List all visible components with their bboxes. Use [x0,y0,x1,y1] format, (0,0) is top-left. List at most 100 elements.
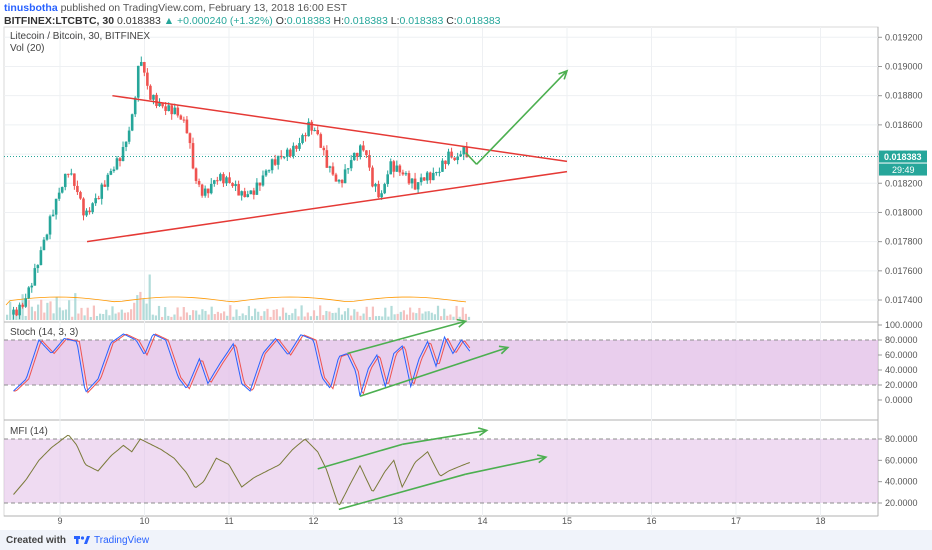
candle-body [182,119,186,121]
candle-body [337,179,341,182]
volume-pane-title: Vol (20) [10,43,45,54]
volume-bar [359,315,362,320]
candle-body [188,133,192,144]
volume-bar [384,307,387,320]
volume-bar [368,316,371,320]
candle-body [425,172,429,181]
volume-bar [111,306,114,320]
candle-body [252,190,256,195]
volume-bar [192,310,195,320]
x-tick-label: 13 [393,516,403,526]
candle-body [45,234,49,240]
volume-bar [86,307,89,320]
candle-body [362,145,365,151]
volume-bar [257,311,260,320]
volume-bar [294,308,297,320]
price-badge-bg [879,150,927,163]
volume-bar [6,314,9,320]
candle-body [301,135,304,144]
candle-body [12,309,15,315]
candle-body [319,134,323,148]
candle-body [316,130,320,135]
volume-bar [49,301,52,320]
volume-bar [148,274,151,320]
x-tick-label: 12 [308,516,318,526]
y-tick-label: 0.018600 [885,120,923,130]
countdown-badge-bg [879,163,927,176]
candle-body [115,158,119,170]
candle-body [170,105,174,115]
x-tick-label: 11 [224,516,233,526]
candle-body [447,151,450,165]
candle-body [416,182,420,190]
candle-body [222,174,225,184]
candle-body [441,160,444,172]
volume-bar [80,307,83,320]
candle-body [292,145,295,156]
candle-body [359,145,362,157]
open-label: O: [275,15,287,27]
projection-arrow [476,70,568,165]
volume-bar [89,316,92,320]
volume-bar [433,314,436,320]
author-name[interactable]: tinusbotha [4,2,58,14]
volume-bar [269,316,272,320]
volume-bar [254,308,257,320]
x-tick-label: 10 [139,516,149,526]
volume-bar [123,312,126,320]
volume-bar [43,312,46,320]
candle-body [352,152,356,161]
volume-bar [52,313,55,320]
stoch-upper-arrow [347,320,466,355]
price-badge: 0.018383 [884,152,922,162]
candle-body [386,174,389,185]
volume-bar [161,316,164,320]
high-label: H: [333,15,345,27]
volume-bar [30,306,33,320]
volume-bar [170,316,173,320]
volume-bar [241,313,244,320]
candle-body [371,167,374,187]
volume-bar [387,316,390,320]
volume-bar [117,312,120,320]
candle-body [270,159,274,171]
candle-body [48,216,52,235]
candle-body [355,152,359,157]
tradingview-link[interactable]: TradingView [94,534,150,546]
candle-body [136,65,140,98]
candle-body [349,160,353,169]
volume-bar [309,316,312,320]
stoch-lower-arrow-head [498,345,510,355]
x-tick-label: 9 [57,516,62,526]
candle-body [60,187,64,193]
y-tick-label: 0.019000 [885,61,923,71]
candle-body [267,170,271,172]
volume-bar [328,311,331,320]
volume-bar [458,316,461,320]
candle-body [295,145,298,149]
stoch-k-line [13,333,471,397]
candle-body [39,250,43,266]
candle-body [173,107,177,115]
volume-bar [136,295,139,320]
x-tick-label: 16 [646,516,656,526]
volume-bar [424,311,427,320]
candle-body [438,171,441,173]
candle-body [200,184,204,196]
candle-body [258,182,262,186]
candle-body [282,156,286,158]
stoch-tick-label: 40.0000 [885,365,918,375]
mfi-pane-title: MFI (14) [10,426,48,437]
candle-body [206,188,210,194]
candle-body [167,105,170,112]
x-tick-label: 18 [815,516,825,526]
volume-bar [443,308,446,320]
volume-bar [71,316,74,320]
volume-bar [285,312,288,320]
mfi-band [4,439,878,503]
candle-body [36,265,40,269]
volume-bar [405,314,409,320]
candle-body [176,107,180,116]
